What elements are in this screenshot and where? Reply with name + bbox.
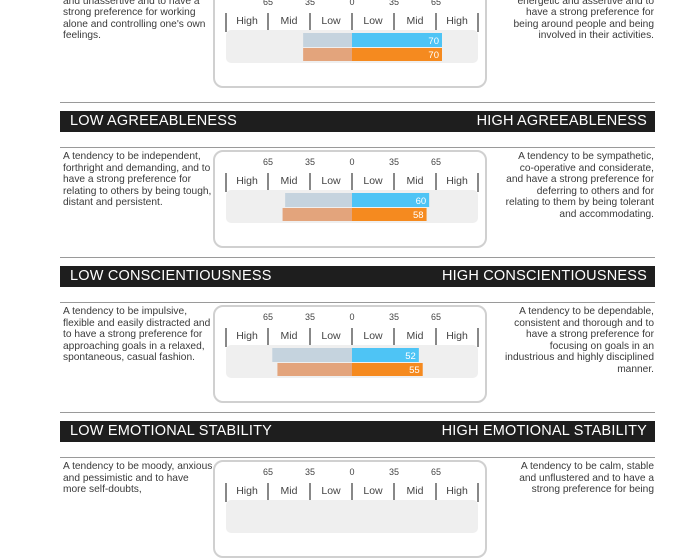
other-score-bar-left <box>277 363 352 376</box>
bar-track <box>226 500 478 533</box>
scale-number: 35 <box>389 157 399 167</box>
scale-level-label: Low <box>321 175 341 187</box>
scale-level-label: High <box>446 15 468 27</box>
scale-level-label: Low <box>363 175 383 187</box>
other-score-bar <box>352 208 427 221</box>
gauge-chart: 65 35 0 35 65 High Mid Low Low Mid High 70 70 <box>225 0 479 63</box>
self-score-value: 70 <box>428 36 439 47</box>
other-score-value: 55 <box>409 365 420 376</box>
low-trait-description: A tendency to be impulsive, flexible and… <box>63 306 211 364</box>
scale-level-label: Low <box>363 15 383 27</box>
high-trait-description: A tendency to be calm, stable and unflus… <box>519 461 654 496</box>
trait-header-bar: LOW AGREEABLENESS HIGH AGREEABLENESS <box>60 111 655 132</box>
scale-level-label: Mid <box>281 15 298 27</box>
low-trait-description: A tendency to be moody, anxious and pess… <box>63 461 213 496</box>
scale-number: 65 <box>431 467 441 477</box>
trait-header-bar: LOW CONSCIENTIOUSNESS HIGH CONSCIENTIOUS… <box>60 266 655 287</box>
gauge-chart: 65 35 0 35 65 High Mid Low Low Mid High <box>225 467 479 533</box>
scale-number: 65 <box>431 157 441 167</box>
self-score-value: 60 <box>416 196 427 207</box>
scale-number: 65 <box>263 157 273 167</box>
other-score-value: 70 <box>428 50 439 61</box>
other-score-bar-left <box>303 48 352 61</box>
score-gauge-panel: 65 35 0 35 65 High Mid Low Low Mid High <box>213 460 487 558</box>
scale-level-label: High <box>236 485 258 497</box>
scale-number: 65 <box>431 0 441 7</box>
self-score-bar-left <box>272 348 352 362</box>
score-gauge-panel: 65 35 0 35 65 High Mid Low Low Mid High 60 58 <box>213 150 487 248</box>
scale-level-label: Low <box>363 330 383 342</box>
scale-level-label: High <box>446 175 468 187</box>
scale-level-label: High <box>446 485 468 497</box>
other-score-value: 58 <box>413 210 424 221</box>
self-score-bar <box>352 33 442 47</box>
self-score-bar-left <box>303 33 352 47</box>
high-trait-description: A tendency to be sympathetic, co-operati… <box>505 151 654 220</box>
trait-section-agreeableness: LOW AGREEABLENESS HIGH AGREEABLENESS A t… <box>0 0 700 258</box>
scale-level-label: Mid <box>407 330 424 342</box>
scale-number: 65 <box>263 312 273 322</box>
low-trait-title: LOW AGREEABLENESS <box>70 113 237 129</box>
score-gauge-panel: 65 35 0 35 65 High Mid Low Low Mid High 70 70 <box>213 0 487 88</box>
scale-level-label: Low <box>321 485 341 497</box>
score-gauge-panel: 65 35 0 35 65 High Mid Low Low Mid High 52 55 <box>213 305 487 403</box>
scale-level-label: Mid <box>281 330 298 342</box>
scale-number: 65 <box>263 0 273 7</box>
scale-number: 0 <box>349 467 354 477</box>
high-trait-title: HIGH AGREEABLENESS <box>476 113 647 129</box>
scale-level-label: Mid <box>407 15 424 27</box>
scale-level-label: Mid <box>407 175 424 187</box>
other-score-bar <box>352 48 442 61</box>
scale-number: 35 <box>305 312 315 322</box>
low-trait-title: LOW CONSCIENTIOUSNESS <box>70 268 272 284</box>
section-divider <box>60 412 655 413</box>
high-trait-description: A tendency to be dependable, consistent … <box>505 306 654 375</box>
scale-number: 0 <box>349 312 354 322</box>
gauge-chart: 65 35 0 35 65 High Mid Low Low Mid High 52 55 <box>225 312 479 378</box>
section-divider <box>60 457 655 458</box>
other-score-bar <box>352 363 423 376</box>
scale-level-label: Low <box>363 485 383 497</box>
scale-number: 0 <box>349 157 354 167</box>
high-trait-title: HIGH EMOTIONAL STABILITY <box>441 423 647 439</box>
self-score-value: 52 <box>405 351 416 362</box>
scale-number: 65 <box>263 467 273 477</box>
scale-level-label: Mid <box>281 485 298 497</box>
scale-number: 35 <box>389 467 399 477</box>
high-trait-title: HIGH CONSCIENTIOUSNESS <box>441 268 647 284</box>
low-trait-description: A tendency to be independent, forthright… <box>63 151 212 209</box>
trait-section-conscientiousness: LOW CONSCIENTIOUSNESS HIGH CONSCIENTIOUS… <box>0 155 700 413</box>
scale-level-label: High <box>236 330 258 342</box>
high-trait-description: A tendency to be sociable, energetic and… <box>513 0 655 42</box>
scale-number: 35 <box>305 0 315 7</box>
scale-number: 0 <box>349 0 354 7</box>
gauge-chart: 65 35 0 35 65 High Mid Low Low Mid High 60 58 <box>225 157 479 223</box>
trait-section-emotional-stability: LOW EMOTIONAL STABILITY HIGH EMOTIONAL S… <box>0 310 700 558</box>
section-divider <box>60 102 655 103</box>
scale-level-label: High <box>236 15 258 27</box>
scale-number: 65 <box>431 312 441 322</box>
scale-number: 35 <box>389 312 399 322</box>
self-score-bar <box>352 193 430 207</box>
trait-header-bar: LOW EMOTIONAL STABILITY HIGH EMOTIONAL S… <box>60 421 655 442</box>
section-divider <box>60 147 655 148</box>
scale-number: 35 <box>305 467 315 477</box>
self-score-bar-left <box>285 193 352 207</box>
scale-level-label: Mid <box>281 175 298 187</box>
scale-level-label: High <box>236 175 258 187</box>
other-score-bar-left <box>282 208 352 221</box>
section-divider <box>60 302 655 303</box>
scale-level-label: Low <box>321 330 341 342</box>
section-divider <box>60 257 655 258</box>
self-score-bar <box>352 348 419 362</box>
scale-number: 35 <box>389 0 399 7</box>
low-trait-title: LOW EMOTIONAL STABILITY <box>70 423 272 439</box>
scale-level-label: Mid <box>407 485 424 497</box>
low-trait-description: A tendency to be quiet, reserved and una… <box>63 0 206 42</box>
scale-level-label: High <box>446 330 468 342</box>
scale-number: 35 <box>305 157 315 167</box>
scale-level-label: Low <box>321 15 341 27</box>
